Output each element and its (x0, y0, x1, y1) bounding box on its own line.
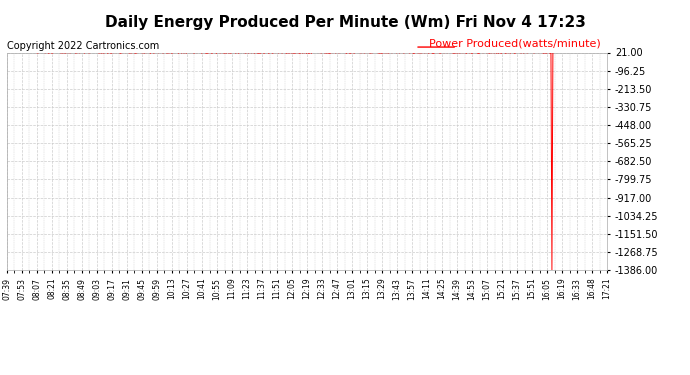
Text: Copyright 2022 Cartronics.com: Copyright 2022 Cartronics.com (7, 41, 159, 51)
Text: Daily Energy Produced Per Minute (Wm) Fri Nov 4 17:23: Daily Energy Produced Per Minute (Wm) Fr… (105, 15, 585, 30)
Text: Power Produced(watts/minute): Power Produced(watts/minute) (429, 38, 601, 48)
